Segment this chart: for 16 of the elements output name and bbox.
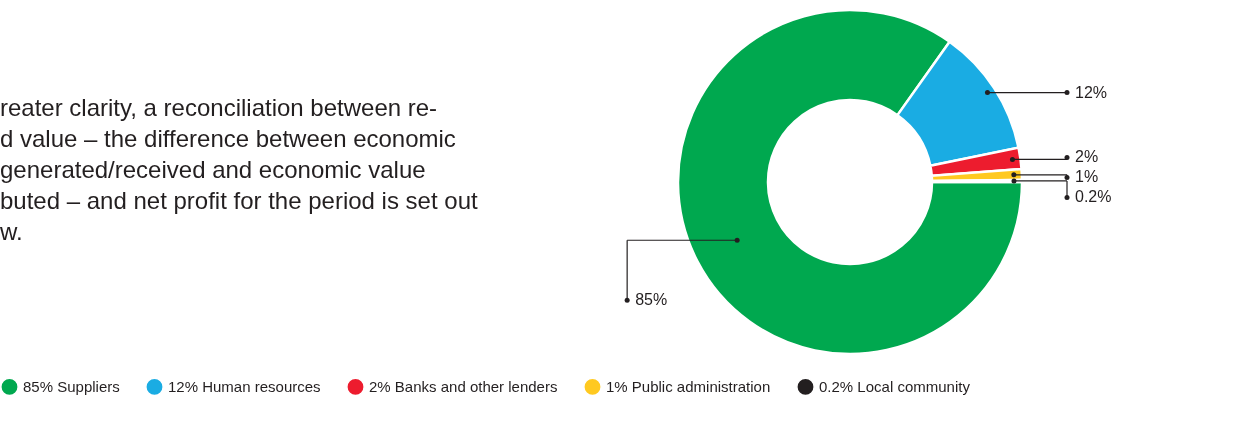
data-label: 1% xyxy=(1075,168,1099,186)
text: reater clarity, a reconciliation between re- xyxy=(0,94,438,122)
data-label: 0.2% xyxy=(1075,188,1112,206)
donut-slice xyxy=(676,8,1024,356)
data-label: 2% xyxy=(1075,148,1099,166)
legend-label: 1% Public administration xyxy=(606,377,771,395)
text: generated/received and economic value xyxy=(0,156,426,184)
data-label: 12% xyxy=(1075,83,1108,101)
legend-label: 12% Human resources xyxy=(168,377,321,395)
text: d value – the difference between economic xyxy=(0,125,456,153)
data-label: 85% xyxy=(635,291,668,309)
legend-label: 0.2% Local community xyxy=(819,377,971,395)
text: buted – and net profit for the period is set out xyxy=(0,187,478,215)
text: w. xyxy=(0,218,23,246)
legend-label: 85% Suppliers xyxy=(23,377,120,395)
legend-label: 2% Banks and other lenders xyxy=(369,377,558,395)
